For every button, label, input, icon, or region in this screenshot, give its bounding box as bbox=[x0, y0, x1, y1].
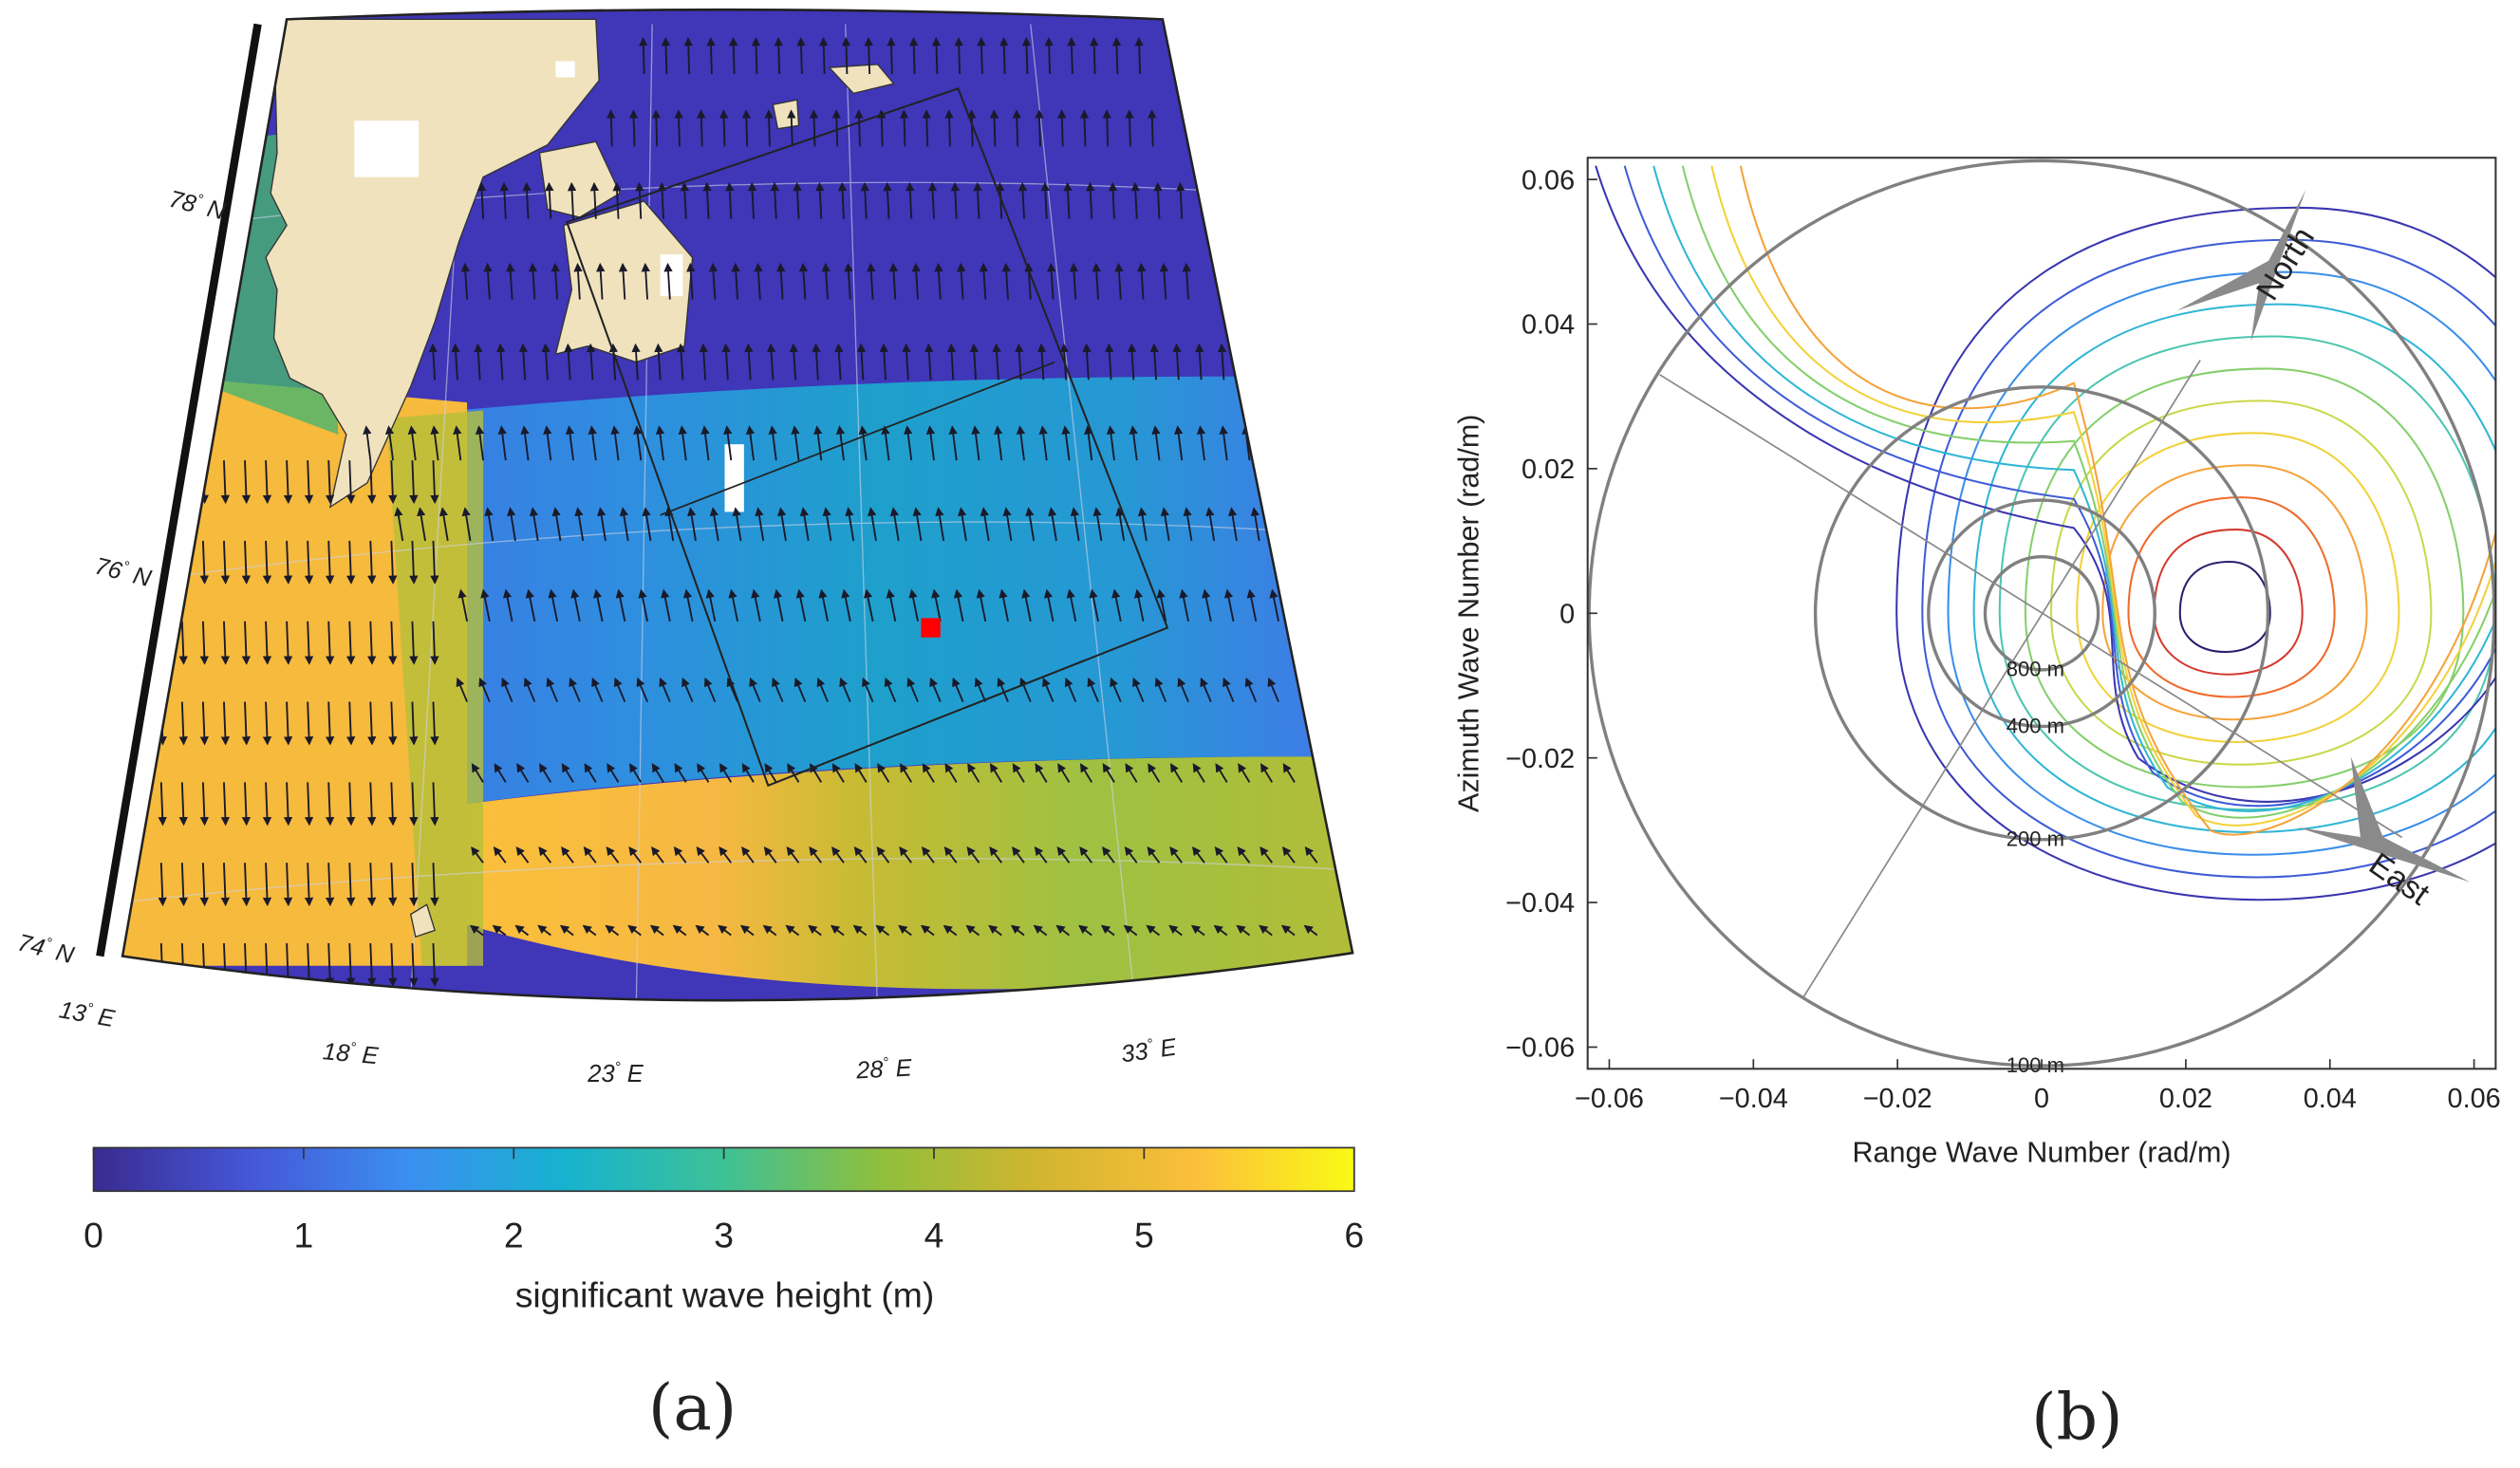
x-tick-label: −0.02 bbox=[1863, 1084, 1932, 1114]
y-tick-label: −0.02 bbox=[1505, 744, 1575, 774]
spectrum-contour bbox=[1921, 238, 2496, 879]
wave-field-middle bbox=[338, 376, 1321, 806]
colorbar-tick-label: 3 bbox=[714, 1216, 734, 1255]
lon-label-18: 18° E bbox=[322, 1037, 381, 1069]
latitude-labels: 78° N 76° N 74° N bbox=[15, 185, 229, 969]
colorbar-tick-label: 5 bbox=[1134, 1216, 1154, 1255]
y-tick-label: −0.04 bbox=[1505, 888, 1575, 919]
colorbar-ticks: 0 1 2 3 4 5 6 bbox=[84, 1147, 1364, 1255]
x-tick-label: 0.06 bbox=[2448, 1084, 2501, 1114]
x-tick-label: −0.04 bbox=[1719, 1084, 1788, 1114]
colorbar-tick-label: 0 bbox=[84, 1216, 103, 1255]
spectrum-contour bbox=[2024, 367, 2465, 789]
spectrum-contour-outer bbox=[1739, 165, 2496, 836]
y-tick-label: 0.04 bbox=[1521, 310, 1575, 341]
barentsoya bbox=[538, 140, 622, 218]
lat-label-78: 78° N bbox=[166, 185, 229, 226]
y-tick-label: 0.02 bbox=[1521, 455, 1575, 485]
small-island bbox=[772, 99, 800, 130]
lon-label-23: 23° E bbox=[587, 1060, 644, 1087]
land bbox=[265, 18, 895, 938]
wavelength-circle bbox=[1983, 554, 2100, 672]
kong-karls-land bbox=[828, 64, 895, 95]
colorbar-tick-label: 6 bbox=[1344, 1216, 1364, 1255]
wave-height-map: 78° N 76° N 74° N 13° E 18° E 23° E 28° … bbox=[15, 8, 1364, 1445]
x-axis-label: Range Wave Number (rad/m) bbox=[1852, 1137, 2231, 1169]
spitsbergen bbox=[265, 18, 600, 509]
wavelength-circle-label: 100 m bbox=[2007, 1053, 2064, 1077]
spectrum-contour bbox=[2050, 400, 2433, 766]
colorbar-label: significant wave height (m) bbox=[515, 1274, 935, 1314]
sar-footprint-divider bbox=[660, 361, 1055, 516]
spectrum-contour bbox=[1998, 335, 2496, 811]
wavelength-circle-labels: 800 m 400 m 200 m 100 m bbox=[2007, 658, 2064, 1077]
spectrum-contour bbox=[1972, 303, 2496, 833]
spectrum-contour bbox=[1895, 206, 2496, 901]
spectrum-contour bbox=[2101, 464, 2368, 721]
y-tick-labels: 0.06 0.04 0.02 0 −0.02 −0.04 −0.06 bbox=[1505, 165, 1597, 1064]
lon-label-28: 28° E bbox=[854, 1053, 913, 1084]
spectrum-contour bbox=[2178, 560, 2271, 654]
azimuth-direction-line bbox=[1802, 360, 2201, 997]
lat-label-76: 76° N bbox=[92, 551, 155, 592]
x-tick-label: 0 bbox=[2034, 1084, 2049, 1114]
spectrum-contour bbox=[2076, 432, 2400, 743]
north-label: North bbox=[2249, 221, 2322, 307]
x-tick-label: −0.06 bbox=[1575, 1084, 1644, 1114]
longitude-labels: 13° E 18° E 23° E 28° E 33° E bbox=[57, 995, 1179, 1087]
wave-direction-arrows bbox=[158, 36, 1318, 987]
colorbar: 0 1 2 3 4 5 6 significant wave height (m) bbox=[84, 1146, 1364, 1314]
colorbar-tick-label: 2 bbox=[504, 1216, 524, 1255]
x-tick-label: 0.04 bbox=[2304, 1084, 2357, 1114]
y-tick-label: 0 bbox=[1559, 599, 1575, 629]
lon-label-13: 13° E bbox=[57, 995, 118, 1032]
direction-lines bbox=[1659, 360, 2403, 997]
spectrum-contour bbox=[2153, 529, 2304, 676]
map-frame bbox=[121, 8, 1354, 1002]
wavelength-circle-label: 400 m bbox=[2007, 714, 2064, 737]
spectrum-contour-outer bbox=[1595, 165, 2496, 803]
spectrum-contour bbox=[1947, 270, 2496, 856]
map-area bbox=[122, 9, 1353, 1001]
sar-footprint-box bbox=[565, 87, 1169, 788]
spectrum-contour bbox=[2127, 496, 2336, 698]
lat-label-74: 74° N bbox=[15, 928, 78, 969]
spectrum-contour-outer bbox=[1652, 165, 2496, 812]
wavelength-circle bbox=[1927, 498, 2156, 729]
plot-area bbox=[1587, 158, 2496, 1068]
y-tick-label: 0.06 bbox=[1521, 165, 1575, 195]
colorbar-tick-label: 4 bbox=[924, 1216, 944, 1255]
bear-island bbox=[409, 903, 437, 938]
buoy-marker bbox=[921, 618, 941, 638]
wavelength-circle-label: 800 m bbox=[2007, 658, 2064, 681]
map-left-border bbox=[96, 23, 262, 957]
y-tick-label: −0.06 bbox=[1505, 1033, 1575, 1064]
colorbar-tick-label: 1 bbox=[294, 1216, 314, 1255]
caption-b: (b) bbox=[2031, 1380, 2122, 1455]
spectrum-contour-outer bbox=[1681, 165, 2496, 819]
lon-label-33: 33° E bbox=[1119, 1032, 1179, 1068]
no-data-patches bbox=[354, 61, 744, 512]
wavelength-circle bbox=[1813, 385, 2270, 842]
range-direction-line bbox=[1659, 374, 2403, 839]
direction-indicators: North East bbox=[2176, 190, 2471, 913]
wavelength-circle-label: 200 m bbox=[2007, 827, 2064, 850]
caption-a: (a) bbox=[648, 1370, 737, 1445]
y-axis-label: Azimuth Wave Number (rad/m) bbox=[1452, 415, 1484, 812]
x-tick-label: 0.02 bbox=[2159, 1084, 2212, 1114]
spectrum-contours bbox=[1595, 165, 2496, 901]
x-tick-labels: −0.06 −0.04 −0.02 0 0.02 0.04 0.06 bbox=[1575, 1059, 2501, 1114]
